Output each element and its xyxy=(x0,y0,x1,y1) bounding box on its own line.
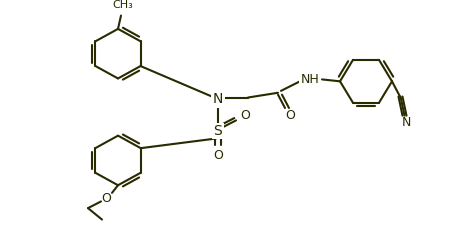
Text: O: O xyxy=(213,149,223,162)
Text: S: S xyxy=(213,124,222,138)
Text: O: O xyxy=(285,109,294,122)
Text: N: N xyxy=(213,92,223,106)
Text: NH: NH xyxy=(300,73,319,86)
Text: CH₃: CH₃ xyxy=(112,0,133,10)
Text: N: N xyxy=(400,116,410,129)
Text: O: O xyxy=(240,109,249,122)
Text: O: O xyxy=(101,192,111,205)
